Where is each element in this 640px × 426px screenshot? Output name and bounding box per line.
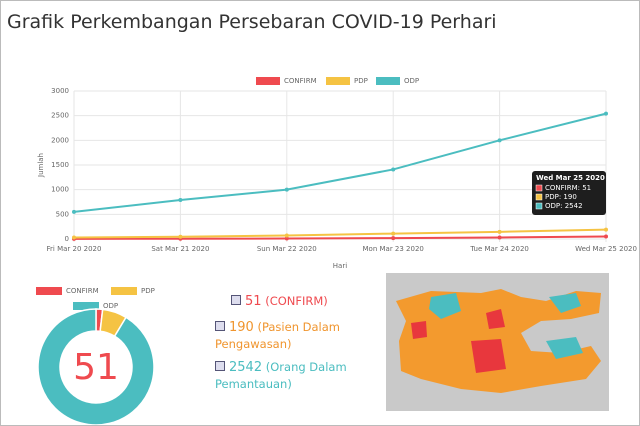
tooltip-line: CONFIRM: 51 [545,184,591,192]
legend-swatch [376,77,400,85]
tooltip-line: PDP: 190 [545,193,577,201]
legend-swatch [256,77,280,85]
tooltip-title: Wed Mar 25 2020 [536,174,605,182]
series-line [73,228,607,239]
data-point [284,187,289,192]
legend-label: ODP [404,77,419,85]
tooltip-line: ODP: 2542 [545,202,583,210]
data-point [604,227,608,232]
x-tick-label: Mon Mar 23 2020 [363,245,424,253]
data-point [604,234,608,239]
data-point [284,233,289,238]
stat-value: 2542 [229,360,263,375]
data-point [391,236,396,241]
page-title: Grafik Perkembangan Persebaran COVID-19 … [7,11,497,33]
checkbox[interactable] [215,321,225,331]
tooltip-box [532,171,606,215]
stat-label: (Pasien Dalam Pengawasan) [215,320,340,351]
legend-label: PDP [354,77,368,85]
legend-swatch [73,302,99,310]
stat-item: 51 (CONFIRM) [231,293,381,310]
legend-swatch [111,287,137,295]
y-tick-label: 1000 [51,186,69,194]
x-tick-label: Wed Mar 25 2020 [575,245,637,253]
data-point [178,234,183,239]
series-line [73,112,607,213]
legend-label: PDP [141,287,155,295]
series-line [73,235,607,240]
tooltip-swatch [535,193,543,201]
data-point [497,138,502,143]
y-tick-label: 2500 [51,112,69,120]
data-point [72,209,76,214]
x-axis-label: Hari [333,262,347,270]
y-tick-label: 1500 [51,161,69,169]
stat-label: (CONFIRM) [265,294,328,308]
x-tick-label: Sat Mar 21 2020 [151,245,209,253]
y-axis-label: Jumlah [37,153,45,178]
data-point [284,236,289,241]
stat-item: 2542 (Orang Dalam Pemantauan) [215,359,365,393]
stat-value: 51 [245,294,262,309]
legend-label: CONFIRM [66,287,99,295]
legend-swatch [36,287,62,295]
tooltip-swatch [535,202,543,210]
data-point [391,167,396,172]
center-label: 51 [73,347,119,388]
legend-swatch [326,77,350,85]
data-point [604,111,608,116]
stat-value: 190 [229,320,254,335]
checkbox[interactable] [231,295,241,305]
data-point [391,231,396,236]
data-point [497,229,502,234]
checkbox[interactable] [215,361,225,371]
map [386,273,609,411]
data-point [497,235,502,240]
x-tick-label: Tue Mar 24 2020 [469,245,529,253]
legend-label: ODP [103,302,118,310]
stat-item: 190 (Pasien Dalam Pengawasan) [215,319,365,353]
y-tick-label: 500 [56,210,69,218]
x-tick-label: Sun Mar 22 2020 [257,245,317,253]
legend-label: CONFIRM [284,77,317,85]
stat-label: (Orang Dalam Pemantauan) [215,360,347,391]
data-point [72,235,76,240]
y-tick-label: 0 [65,235,69,243]
doughnut-slice [37,308,155,425]
x-tick-label: Fri Mar 20 2020 [47,245,102,253]
y-tick-label: 2000 [51,136,69,144]
y-tick-label: 3000 [51,87,69,95]
data-point [178,198,183,203]
tooltip-swatch [535,184,543,192]
